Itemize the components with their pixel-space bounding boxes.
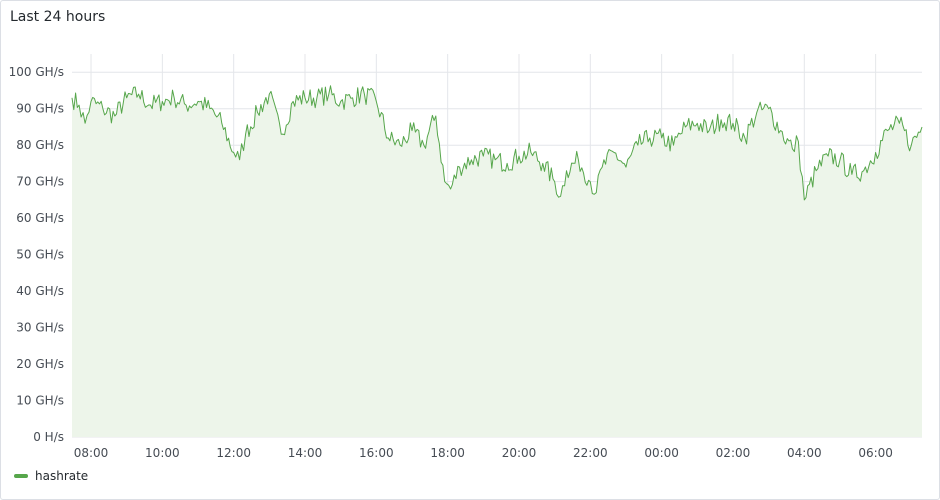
y-tick-label: 80 GH/s xyxy=(16,138,64,152)
y-tick-label: 40 GH/s xyxy=(16,284,64,298)
x-tick-label: 08:00 xyxy=(74,446,109,460)
y-tick-label: 0 H/s xyxy=(33,430,64,444)
y-axis: 0 H/s 10 GH/s 20 GH/s 30 GH/s 40 GH/s 50 GH/s… xyxy=(9,65,64,444)
y-tick-label: 10 GH/s xyxy=(16,394,64,408)
legend-label-hashrate[interactable]: hashrate xyxy=(35,469,89,483)
x-tick-label: 02:00 xyxy=(716,446,751,460)
y-tick-label: 30 GH/s xyxy=(16,321,64,335)
legend[interactable]: hashrate xyxy=(14,469,88,483)
x-tick-label: 20:00 xyxy=(502,446,537,460)
x-tick-label: 10:00 xyxy=(145,446,180,460)
series-line-hashrate[interactable] xyxy=(71,85,923,201)
x-tick-label: 12:00 xyxy=(216,446,251,460)
x-tick-label: 06:00 xyxy=(858,446,893,460)
y-tick-label: 50 GH/s xyxy=(16,248,64,262)
x-tick-label: 04:00 xyxy=(787,446,822,460)
x-tick-label: 16:00 xyxy=(359,446,394,460)
panel-title: Last 24 hours xyxy=(10,9,106,25)
y-tick-label: 20 GH/s xyxy=(16,357,64,371)
y-tick-label: 70 GH/s xyxy=(16,175,64,189)
x-axis: 08:00 10:00 12:00 14:00 16:00 18:00 20:00 22:00… xyxy=(74,446,893,460)
y-tick-label: 90 GH/s xyxy=(16,102,64,116)
series-area-hashrate xyxy=(72,85,922,438)
x-tick-label: 22:00 xyxy=(573,446,608,460)
legend-swatch-hashrate xyxy=(14,474,28,478)
x-tick-label: 14:00 xyxy=(288,446,323,460)
y-tick-label: 60 GH/s xyxy=(16,211,64,225)
x-tick-label: 18:00 xyxy=(430,446,465,460)
y-tick-label: 100 GH/s xyxy=(9,65,64,79)
x-tick-label: 00:00 xyxy=(644,446,679,460)
